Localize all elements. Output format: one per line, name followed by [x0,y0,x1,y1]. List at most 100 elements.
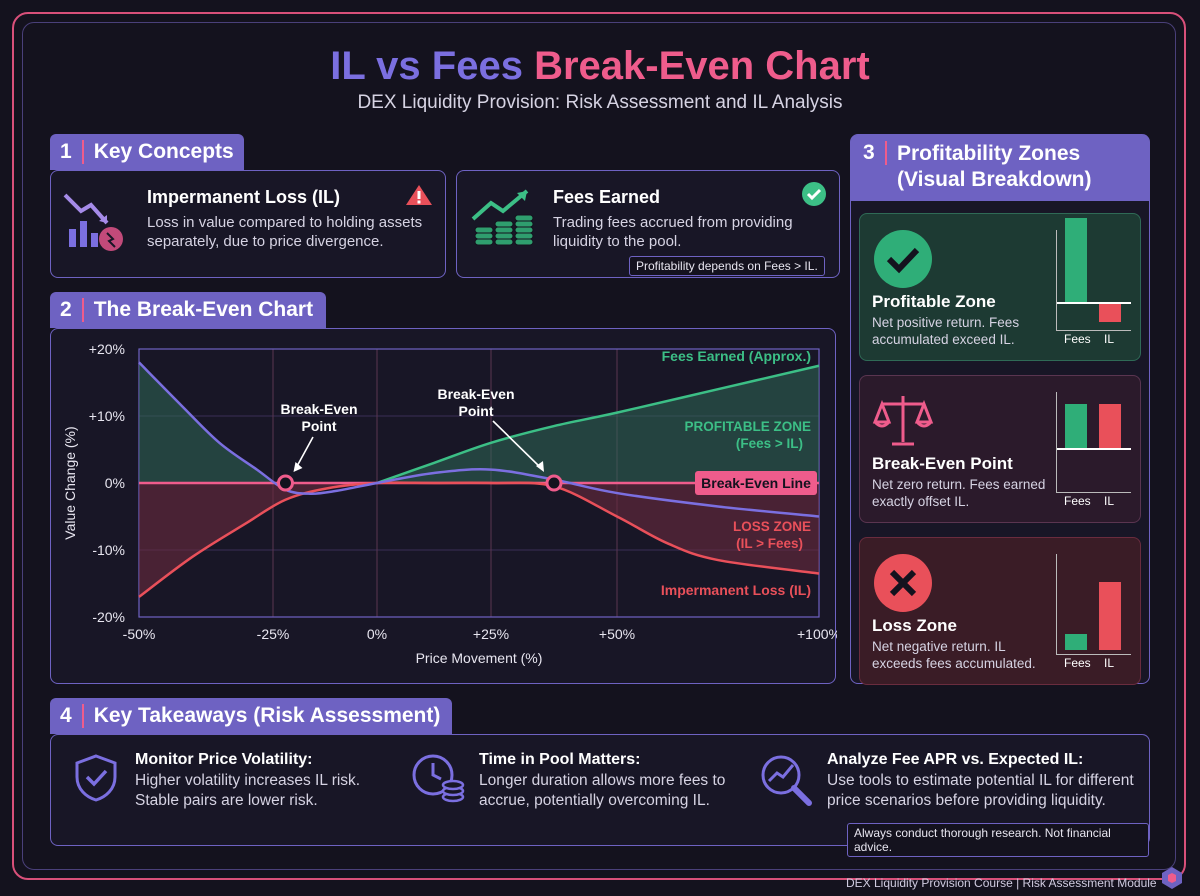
il-bar [1099,302,1121,322]
il-line [138,481,820,598]
section-3-header: 3 Profitability Zones (Visual Breakdown) [851,135,1149,201]
zone-3-mini-chart [1056,554,1131,655]
y-tick-label: -10% [92,542,125,558]
concept-card-fees: Fees Earned Trading fees accrued from pr… [456,170,840,278]
x-tick-label: +50% [599,626,635,642]
scales-icon [872,396,934,446]
concept-fees-text: Trading fees accrued from providing liqu… [553,214,793,250]
zone-card-1: Profitable Zone Net positive return. Fees… [859,213,1141,361]
profitable-zone-sub: (Fees > IL) [736,436,803,451]
arrow-2-head [536,461,544,472]
chart-panel: +20% +10% 0% -10% -20% -50% -25% 0% +25% +50% +100… [50,328,837,684]
y-tick-label: +10% [89,408,125,424]
break-even-line-tag [695,471,817,495]
section-1-tab: 1 Key Concepts [50,134,244,170]
takeaway-1-text: Higher volatility increases IL risk. Sta… [135,772,361,809]
fees-axis-label: Fees [1064,332,1091,346]
x-tick-label: +25% [473,626,509,642]
zone-description: Net positive return. Fees accumulated ex… [872,315,1020,347]
chart-down-icon [63,193,123,251]
il-axis-label: IL [1104,656,1115,670]
net-line [138,361,820,518]
x-tick-label: -50% [123,626,156,642]
check-icon [802,182,826,206]
loss-zone-sub: (IL > Fees) [736,536,803,551]
break-even-point-2-label: Break-Even [437,386,514,402]
y-tick-label: -20% [92,609,125,625]
footer-text: DEX Liquidity Provision Course | Risk As… [846,876,1157,890]
warning-icon [406,185,432,205]
x-axis-label: Price Movement (%) [416,650,543,666]
zone-description: Net negative return. IL exceeds fees acc… [872,639,1036,671]
zero-line [1057,448,1131,450]
zone-1-mini-chart [1056,218,1131,331]
concept-fees-title: Fees Earned [553,187,661,207]
fees-line [376,364,820,485]
break-even-point-1 [276,474,294,492]
page-subtitle: DEX Liquidity Provision: Risk Assessment… [357,92,843,113]
check-circle-icon [874,230,932,288]
zones-panel: 3 Profitability Zones (Visual Breakdown)… [850,134,1150,685]
takeaways-panel: Monitor Price Volatility: Higher volatil… [50,734,1150,857]
concept-card-il: Impermanent Loss (IL) Loss in value comp… [50,170,446,278]
magnifier-chart-icon [761,755,812,806]
break-even-point-2 [545,474,563,492]
loss-area [139,482,819,597]
takeaway-2-text: Longer duration allows more fees to accr… [479,772,726,809]
fees-bar [1065,218,1087,302]
il-series-label: Impermanent Loss (IL) [661,582,811,598]
zone-description: Net zero return. Fees earned exactly off… [872,477,1046,509]
loss-zone-label: LOSS ZONE [733,519,811,534]
arrow-1 [294,436,314,470]
takeaway-3-title: Analyze Fee APR vs. Expected IL: [827,751,1084,768]
inner-frame [22,22,1176,870]
break-even-chart: +20% +10% 0% -10% -20%-50% -25% 0% +25% +50% +100… [62,341,837,666]
x-circle-icon [874,554,932,612]
zero-line [1057,302,1131,304]
break-even-point-1-label: Break-Even [280,401,357,417]
takeaway-3-text: Use tools to estimate potential IL for d… [827,772,1134,809]
section-2-tab: 2 The Break-Even Chart [50,292,326,328]
zone-2-mini-chart [1056,392,1131,493]
section-3-label: Profitability Zones (Visual Breakdown) [897,142,1092,191]
il-bar [1099,404,1121,448]
zone-name: Profitable Zone [872,292,996,311]
break-even-point-1-label-2: Point [302,418,337,434]
break-even-line-label: Break-Even Line [701,475,811,491]
coins-growth-icon [471,189,534,246]
zone-card-2: Break-Even Point Net zero return. Fees ea… [859,375,1141,523]
x-tick-label: +100% [797,626,837,642]
disclaimer: Always conduct thorough research. Not fi… [847,823,1149,857]
fees-axis-label: Fees [1064,494,1091,508]
arrow-1-head [293,462,303,472]
profitable-zone-label: PROFITABLE ZONE [685,419,812,434]
break-even-point-2-label-2: Point [459,403,494,419]
concept-il-title: Impermanent Loss (IL) [147,187,341,207]
profit-area-right [377,365,819,483]
il-axis-label: IL [1104,494,1115,508]
arrow-2 [492,420,543,470]
clock-coins-icon [412,754,465,803]
il-bar [1099,582,1121,650]
fees-axis-label: Fees [1064,656,1091,670]
profit-area-left [139,362,286,490]
concept-il-text: Loss in value compared to holding assets… [147,214,423,250]
section-4-tab: 4 Key Takeaways (Risk Assessment) [50,698,452,734]
y-axis-label: Value Change (%) [62,426,78,539]
page-title: IL vs Fees Break-Even Chart [330,44,870,88]
fees-bar [1065,404,1087,448]
fees-series-label: Fees Earned (Approx.) [662,348,811,364]
y-tick-label: 0% [105,475,125,491]
zone-card-3: Loss Zone Net negative return. IL exceeds… [859,537,1141,685]
y-tick-label: +20% [89,341,125,357]
logo-icon [1162,867,1182,889]
x-tick-label: -25% [257,626,290,642]
il-axis-label: IL [1104,332,1115,346]
x-tick-label: 0% [367,626,387,642]
zone-name: Break-Even Point [872,454,1013,473]
takeaway-2-title: Time in Pool Matters: [479,751,641,768]
fees-bar [1065,634,1087,650]
outer-frame [12,12,1186,880]
profitability-note: Profitability depends on Fees > IL. [629,256,825,276]
takeaway-1-title: Monitor Price Volatility: [135,751,313,768]
